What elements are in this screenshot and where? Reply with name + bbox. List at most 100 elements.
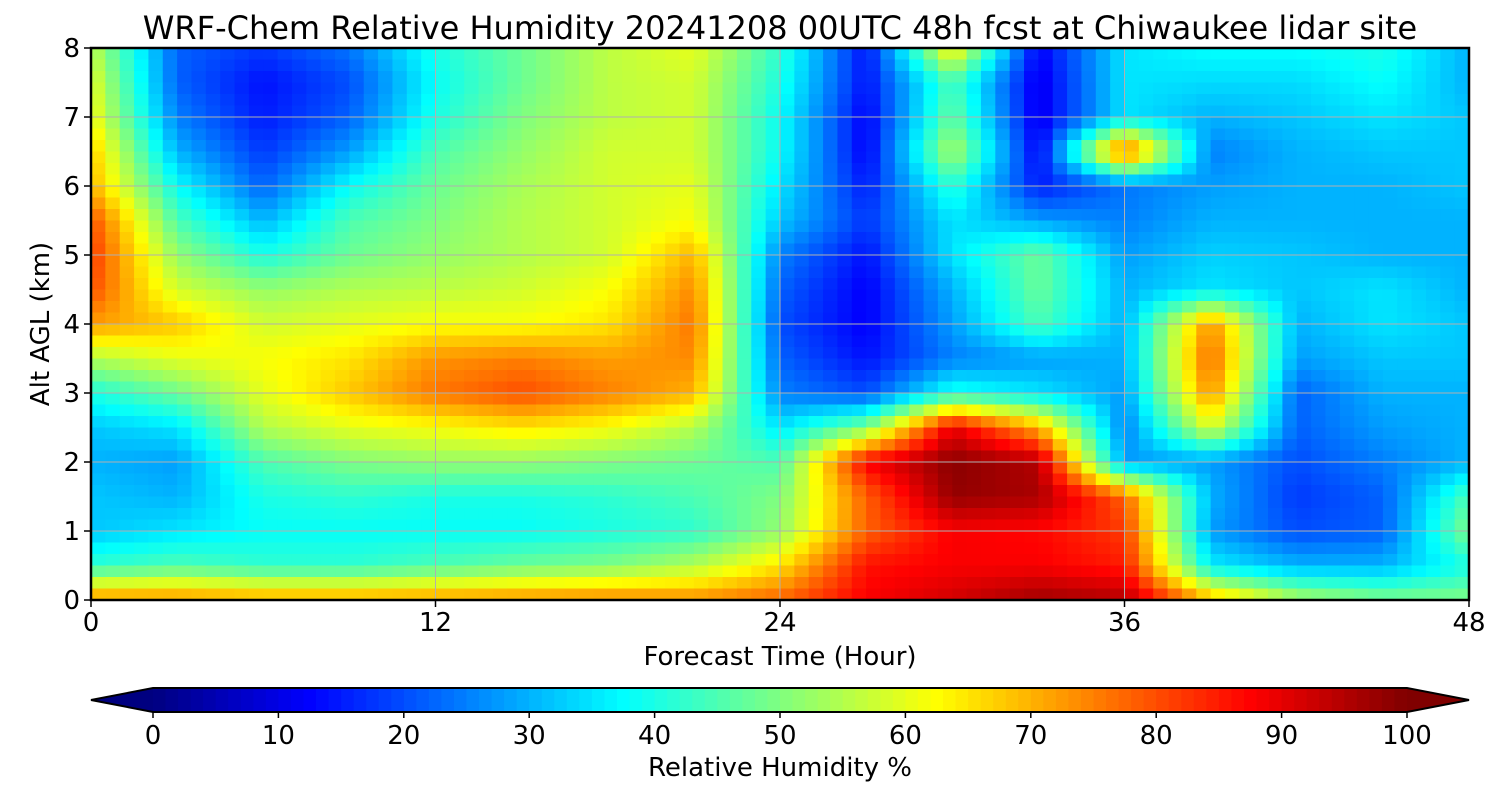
heatmap-cell: [1382, 393, 1398, 406]
heatmap-cell: [780, 439, 795, 452]
heatmap-cell: [1009, 48, 1025, 61]
heatmap-cell: [378, 197, 394, 210]
heatmap-cell: [349, 393, 365, 406]
heatmap-cell: [1397, 335, 1413, 348]
heatmap-cell: [722, 289, 738, 302]
heatmap-cell: [880, 439, 896, 452]
heatmap-cell: [1368, 358, 1384, 371]
heatmap-cell: [1296, 243, 1312, 256]
heatmap-cell: [134, 554, 150, 567]
heatmap-cell: [1296, 266, 1312, 279]
heatmap-cell: [1081, 48, 1097, 61]
heatmap-cell: [1038, 462, 1054, 475]
heatmap-cell: [593, 554, 609, 567]
heatmap-cell: [421, 128, 437, 141]
heatmap-cell: [177, 278, 193, 291]
heatmap-cell: [1181, 577, 1197, 590]
heatmap-cell: [464, 243, 480, 256]
heatmap-cell: [1440, 324, 1456, 337]
heatmap-cell: [177, 186, 193, 199]
heatmap-cell: [995, 439, 1011, 452]
heatmap-cell: [837, 577, 853, 590]
heatmap-cell: [1425, 577, 1441, 590]
heatmap-cell: [248, 197, 264, 210]
heatmap-cell: [1368, 71, 1384, 84]
heatmap-cell: [1009, 393, 1025, 406]
heatmap-cell: [392, 531, 408, 544]
heatmap-cell: [894, 105, 910, 118]
heatmap-cell: [679, 312, 695, 325]
heatmap-cell: [1196, 485, 1212, 498]
heatmap-cell: [478, 508, 494, 521]
heatmap-cell: [1339, 531, 1355, 544]
heatmap-cell: [1382, 197, 1398, 210]
heatmap-cell: [650, 404, 666, 417]
heatmap-cell: [234, 151, 250, 164]
heatmap-cell: [837, 554, 853, 567]
heatmap-cell: [665, 151, 681, 164]
heatmap-cell: [248, 312, 264, 325]
heatmap-cell: [148, 496, 164, 509]
heatmap-cell: [693, 554, 709, 567]
heatmap-cell: [751, 462, 767, 475]
heatmap-cell: [335, 381, 350, 394]
heatmap-cell: [248, 59, 264, 72]
heatmap-cell: [1153, 393, 1169, 406]
heatmap-cell: [449, 289, 465, 302]
heatmap-cell: [823, 140, 839, 153]
heatmap-cell: [291, 427, 307, 440]
heatmap-cell: [449, 312, 465, 325]
heatmap-cell: [837, 462, 853, 475]
heatmap-cell: [1311, 416, 1327, 429]
heatmap-cell: [1454, 117, 1470, 130]
heatmap-cell: [636, 209, 652, 222]
heatmap-cell: [909, 358, 925, 371]
heatmap-cell: [952, 439, 968, 452]
heatmap-cell: [1354, 255, 1370, 268]
heatmap-cell: [650, 588, 666, 601]
heatmap-cell: [564, 266, 580, 279]
heatmap-cell: [1224, 278, 1240, 291]
heatmap-cell: [650, 347, 666, 360]
heatmap-cell: [1440, 94, 1456, 107]
heatmap-cell: [1095, 163, 1111, 176]
heatmap-cell: [765, 508, 781, 521]
heatmap-cell: [421, 82, 437, 95]
heatmap-cell: [780, 381, 795, 394]
heatmap-cell: [1196, 48, 1212, 61]
heatmap-cell: [1354, 588, 1370, 601]
heatmap-cell: [291, 485, 307, 498]
heatmap-cell: [1210, 381, 1226, 394]
heatmap-cell: [1411, 174, 1427, 187]
heatmap-cell: [1368, 324, 1384, 337]
heatmap-cell: [636, 519, 652, 532]
heatmap-cell: [622, 82, 638, 95]
heatmap-cell: [636, 508, 652, 521]
heatmap-cell: [234, 117, 250, 130]
heatmap-cell: [880, 220, 896, 233]
heatmap-cell: [765, 324, 781, 337]
heatmap-cell: [435, 358, 451, 371]
x-tick-label: 0: [83, 608, 100, 638]
heatmap-cell: [564, 105, 580, 118]
heatmap-cell: [952, 427, 968, 440]
heatmap-cell: [1253, 186, 1269, 199]
heatmap-cell: [636, 289, 652, 302]
heatmap-cell: [722, 450, 738, 463]
heatmap-cell: [1067, 266, 1083, 279]
heatmap-cell: [765, 496, 781, 509]
heatmap-cell: [607, 232, 623, 245]
heatmap-cell: [464, 370, 480, 383]
heatmap-cell: [1268, 71, 1283, 84]
heatmap-cell: [1081, 324, 1097, 337]
heatmap-cell: [1253, 94, 1269, 107]
heatmap-cell: [837, 243, 853, 256]
heatmap-cell: [1339, 542, 1355, 555]
heatmap-cell: [248, 542, 264, 555]
heatmap-cell: [1052, 128, 1068, 141]
heatmap-cell: [966, 209, 982, 222]
heatmap-cell: [134, 358, 150, 371]
heatmap-cell: [392, 128, 408, 141]
heatmap-cell: [1425, 105, 1441, 118]
heatmap-cell: [579, 508, 594, 521]
